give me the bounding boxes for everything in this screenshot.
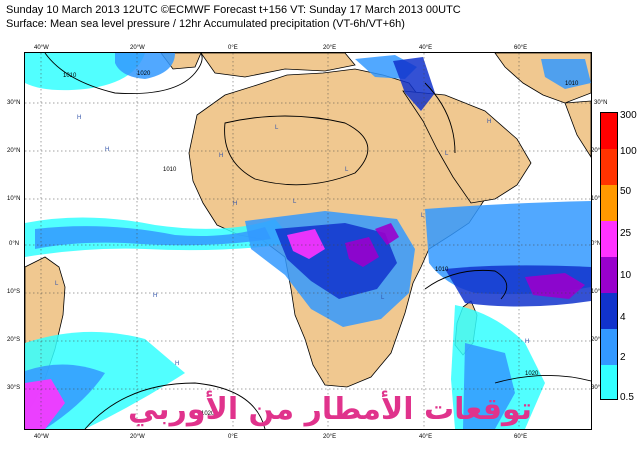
lon-label-bottom-60e: 60°E: [514, 434, 528, 440]
pressure-centres: H H H L L H L H H L H L H L L: [55, 115, 529, 367]
lon-label-bottom-20w: 20°W: [130, 434, 145, 440]
isobar-north-atlantic: [44, 53, 203, 94]
precip-north-east: [541, 59, 591, 89]
precip-itcz-atlantic-core: [35, 226, 271, 249]
lat-label-right-30s: 30°S: [591, 385, 605, 391]
pressure-centre: L: [55, 281, 59, 287]
isobar-label-1020-s: 1020: [201, 411, 215, 417]
colorbar-segment-2: [601, 329, 617, 365]
lon-label-bottom-40e: 40°E: [419, 434, 433, 440]
isobar-label-1020-n: 1020: [137, 71, 151, 77]
colorbar-label-10: 10: [620, 270, 632, 281]
map-canvas: 1010 1020 1010 1010 1010 1020 1020 H H H…: [25, 53, 591, 429]
colorbar-label-0-5: 0.5: [620, 392, 634, 403]
pressure-centre: L: [421, 213, 425, 219]
colorbar-label-100: 100: [620, 146, 637, 157]
arabia: [402, 90, 532, 204]
pressure-centre: H: [153, 293, 157, 299]
isobar-south-atlantic: [84, 382, 266, 429]
isobar-sahara-low: [224, 115, 369, 186]
precip-lake-victoria: [375, 223, 399, 245]
lon-label-bottom-0e: 0°E: [228, 434, 238, 440]
precip-congo-heavy-2: [345, 237, 379, 267]
precipitation-layer: [25, 53, 591, 429]
isobar-label-1010-nw: 1010: [63, 73, 77, 79]
precip-indian-ocean-heavy: [525, 273, 585, 299]
isobar-south-east: [494, 375, 591, 384]
lat-label-right-30n: 30°N: [594, 100, 608, 106]
isobar-label-1010-e: 1010: [435, 267, 449, 273]
colorbar-segment-100: [601, 149, 617, 185]
isobar-layer: [44, 53, 591, 429]
map-title-line1: Sunday 10 March 2013 12UTC ©ECMWF Foreca…: [6, 4, 461, 16]
pressure-centre: L: [293, 199, 297, 205]
lat-label-left-30n: 30°N: [7, 100, 21, 106]
pressure-centre: L: [445, 151, 449, 157]
lat-label-left-30s: 30°S: [7, 385, 21, 391]
india-tip: [564, 100, 591, 158]
colorbar-segment-300: [601, 113, 617, 149]
lat-label-right-0n: 0°N: [591, 241, 602, 247]
isobar-label-1010-w: 1010: [163, 167, 177, 173]
precipitation-color-scale: [600, 112, 618, 400]
lat-label-left-20s: 20°S: [7, 337, 21, 343]
precip-south-atlantic-heavy: [25, 379, 65, 429]
colorbar-segment-10: [601, 257, 617, 293]
precip-congo-heavy: [287, 229, 325, 259]
colorbar-label-2: 2: [620, 352, 626, 363]
precip-caspian-region: [393, 57, 435, 111]
lon-label-top-0e: 0°E: [228, 45, 238, 51]
lon-label-bottom-40w: 40°W: [34, 434, 49, 440]
pressure-centre: L: [381, 295, 385, 301]
colorbar-segment-0-5: [601, 365, 617, 399]
lat-label-left-10s: 10°S: [7, 289, 21, 295]
lon-label-top-40w: 40°W: [34, 45, 49, 51]
pressure-centre: H: [487, 119, 491, 125]
pressure-centre: H: [77, 115, 81, 121]
lon-label-top-60e: 60°E: [514, 45, 528, 51]
lon-label-top-20e: 20°E: [323, 45, 337, 51]
colorbar-label-50: 50: [620, 186, 632, 197]
pressure-centre: H: [233, 201, 237, 207]
arabic-watermark: توقعات الأمطار من الأوربي: [127, 392, 533, 427]
lat-label-right-10s: 10°S: [591, 289, 605, 295]
colorbar-label-300: 300: [620, 110, 637, 121]
lat-label-left-10n: 10°N: [7, 196, 21, 202]
lon-label-top-20w: 20°W: [130, 45, 145, 51]
pressure-centre: H: [105, 147, 109, 153]
colorbar-label-4: 4: [620, 312, 626, 323]
isobar-label-1020-se: 1020: [525, 371, 539, 377]
colorbar-label-25: 25: [620, 228, 632, 239]
pressure-centre: L: [345, 167, 349, 173]
forecast-map: 1010 1020 1010 1010 1010 1020 1020 H H H…: [24, 52, 592, 430]
colorbar-segment-4: [601, 293, 617, 329]
precip-south-indian-core: [463, 343, 515, 429]
map-title-line2: Surface: Mean sea level pressure / 12hr …: [6, 18, 405, 30]
graticule: [25, 53, 591, 429]
isobar-arabia: [424, 82, 456, 154]
lat-label-right-20s: 20°S: [591, 337, 605, 343]
colorbar-segment-25: [601, 221, 617, 257]
isobar-label-1010-ne: 1010: [565, 81, 579, 87]
lat-label-left-0n: 0°N: [9, 241, 20, 247]
lat-label-left-20n: 20°N: [7, 148, 21, 154]
pressure-centre: H: [175, 361, 179, 367]
pressure-centre: H: [525, 339, 529, 345]
europe: [200, 53, 356, 78]
lat-label-right-10n: 10°N: [591, 196, 605, 202]
lon-label-top-40e: 40°E: [419, 45, 433, 51]
pressure-centre: L: [275, 125, 279, 131]
lon-label-bottom-20e: 20°E: [323, 434, 337, 440]
isobar-indian-ocean: [424, 269, 508, 300]
lat-label-right-20n: 20°N: [591, 148, 605, 154]
precip-north-atlantic-core: [115, 53, 175, 79]
colorbar-segment-50: [601, 185, 617, 221]
pressure-centre: H: [219, 153, 223, 159]
